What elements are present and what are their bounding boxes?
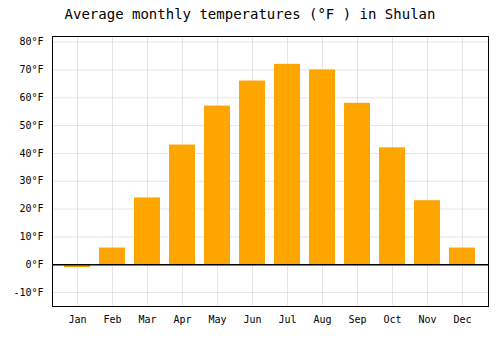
- svg-text:Dec: Dec: [453, 314, 471, 325]
- svg-text:Sep: Sep: [348, 314, 366, 325]
- svg-text:Jun: Jun: [243, 314, 261, 325]
- svg-text:40°F: 40°F: [19, 148, 43, 159]
- svg-text:60°F: 60°F: [19, 92, 43, 103]
- html-text:Average monthly temperatures (: Average monthly temperatures (°F ) in Sh…: [64, 6, 436, 22]
- svg-text:May: May: [208, 314, 226, 325]
- svg-text:-10°F: -10°F: [13, 287, 43, 298]
- svg-text:Apr: Apr: [173, 314, 191, 325]
- svg-text:Nov: Nov: [418, 314, 436, 325]
- svg-text:20°F: 20°F: [19, 203, 43, 214]
- svg-text:30°F: 30°F: [19, 175, 43, 186]
- svg-text:80°F: 80°F: [19, 36, 43, 47]
- svg-text:0°F: 0°F: [25, 259, 43, 270]
- svg-text:Aug: Aug: [313, 314, 331, 325]
- svg-text:50°F: 50°F: [19, 120, 43, 131]
- svg-text:Jul: Jul: [278, 314, 296, 325]
- svg-text:70°F: 70°F: [19, 64, 43, 75]
- svg-text:Mar: Mar: [138, 314, 156, 325]
- svg-text:Feb: Feb: [103, 314, 121, 325]
- svg-text:10°F: 10°F: [19, 231, 43, 242]
- svg-text:Oct: Oct: [383, 314, 401, 325]
- svg-text:Jan: Jan: [68, 314, 86, 325]
